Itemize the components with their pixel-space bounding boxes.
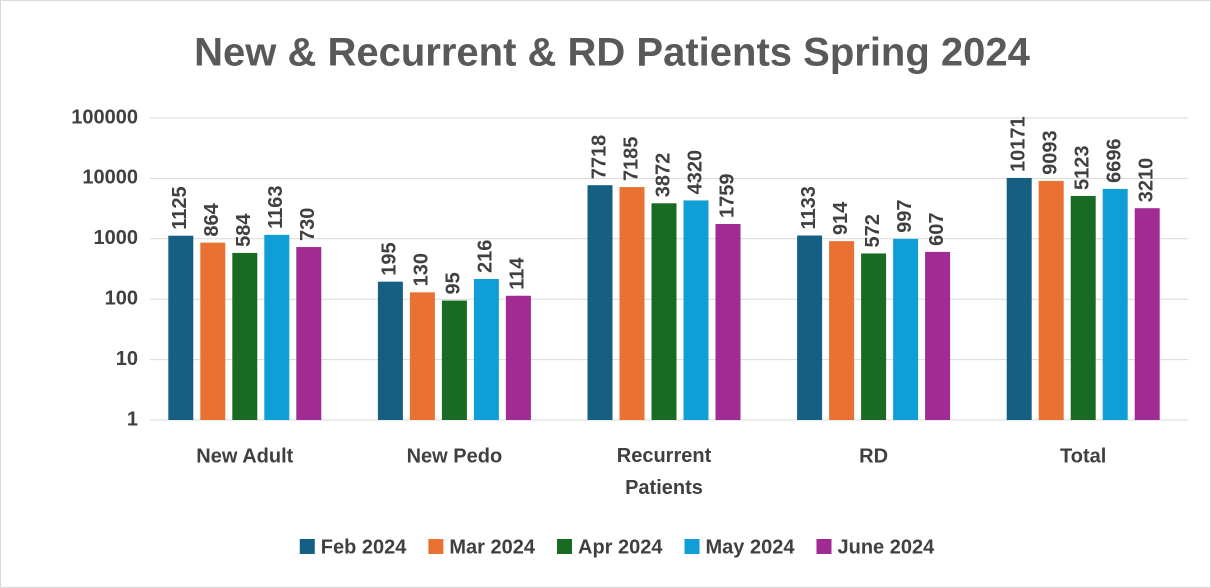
data-label: 4320: [684, 150, 706, 195]
data-label: 1163: [265, 185, 287, 228]
data-label: 572: [862, 214, 884, 247]
x-tick-label: RD: [859, 445, 888, 467]
bar: [296, 247, 322, 420]
bar: [893, 238, 919, 420]
legend-swatch: [816, 539, 832, 554]
bar: [264, 234, 290, 420]
bar: [473, 278, 499, 420]
y-tick-label: 100000: [71, 106, 138, 128]
chart-title: New & Recurrent & RD Patients Spring 202…: [194, 31, 1031, 75]
data-label: 114: [507, 257, 529, 290]
data-label: 1125: [169, 186, 191, 229]
bar: [441, 300, 467, 420]
bar: [1134, 208, 1160, 420]
bar: [1038, 180, 1064, 420]
data-label: 3210: [1135, 158, 1157, 203]
bar: [619, 187, 645, 420]
data-label: 584: [233, 213, 255, 247]
data-label: 864: [201, 202, 223, 236]
legend-swatch: [684, 539, 700, 554]
bar: [409, 292, 435, 420]
legend-label: May 2024: [706, 536, 796, 558]
y-tick-label: 1000: [94, 227, 139, 249]
bar: [505, 295, 531, 420]
bar: [797, 235, 823, 420]
data-label: 1759: [716, 173, 738, 218]
x-tick-label: New Pedo: [407, 445, 503, 467]
x-tick-label: Total: [1060, 445, 1106, 467]
y-tick-label: 10000: [82, 167, 138, 189]
data-label: 1133: [798, 186, 820, 229]
y-tick-label: 10: [116, 348, 138, 370]
legend-swatch: [428, 539, 444, 554]
data-label: 95: [443, 272, 465, 294]
bar: [232, 252, 258, 420]
data-label: 5123: [1071, 145, 1093, 190]
legend-swatch: [299, 539, 315, 554]
legend-label: Apr 2024: [578, 536, 663, 558]
data-label: 130: [411, 253, 433, 286]
bar: [168, 235, 194, 420]
bar: [715, 223, 741, 420]
bar: [829, 241, 855, 420]
x-tick-label: Recurrent Patients: [617, 445, 712, 499]
y-tick-label: 1: [127, 408, 138, 430]
data-label: 10171: [1007, 116, 1029, 172]
legend-swatch: [557, 539, 573, 554]
legend-label: Mar 2024: [449, 536, 535, 558]
data-label: 730: [297, 208, 319, 241]
data-label: 195: [379, 242, 401, 275]
data-label: 6696: [1103, 138, 1125, 183]
y-tick-label: 100: [105, 287, 138, 309]
bar: [1070, 195, 1096, 420]
data-label: 997: [894, 200, 916, 233]
bar: [683, 200, 709, 420]
bar: [925, 251, 951, 420]
data-label: 914: [830, 201, 852, 235]
data-label: 607: [926, 213, 948, 246]
data-label: 7185: [620, 137, 642, 182]
data-label: 9093: [1039, 130, 1061, 175]
data-label: 3872: [652, 153, 674, 198]
bar: [651, 203, 677, 420]
legend-label: June 2024: [837, 536, 935, 558]
bar: [377, 281, 403, 420]
bar: [1102, 188, 1128, 420]
legend-label: Feb 2024: [321, 536, 407, 558]
bar: [587, 185, 613, 420]
x-tick-label: New Adult: [196, 445, 293, 467]
data-label: 216: [475, 240, 497, 273]
bar: [861, 253, 887, 420]
data-label: 7718: [588, 135, 610, 180]
bar: [1006, 177, 1032, 420]
bar: [200, 242, 226, 420]
